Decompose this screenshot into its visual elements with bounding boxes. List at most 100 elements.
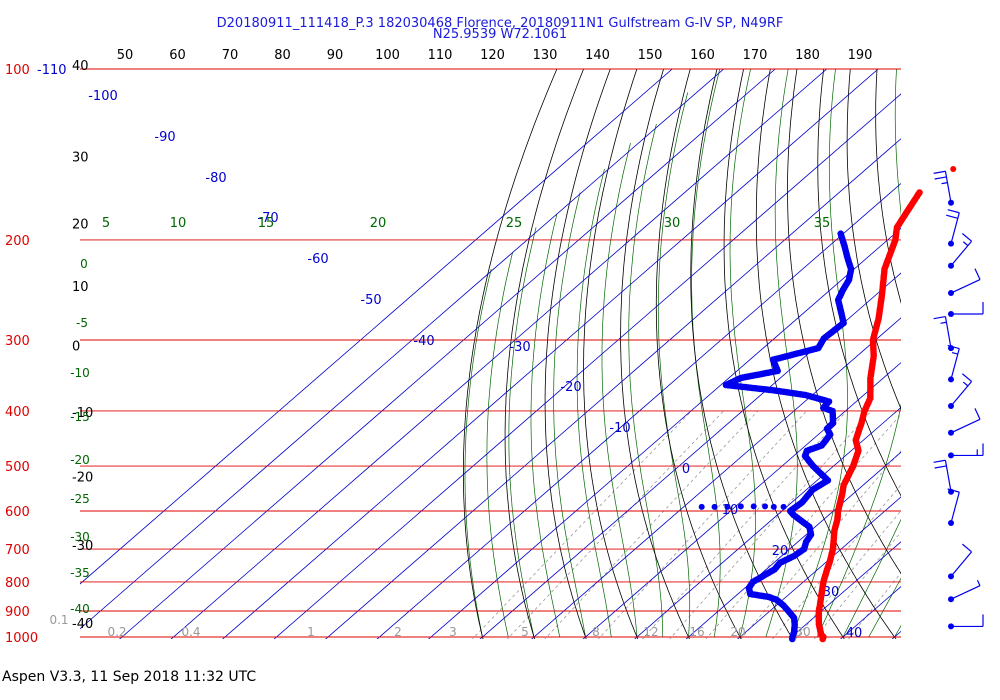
wind-barb bbox=[947, 488, 960, 527]
isotherm-line bbox=[981, 43, 1000, 651]
dry-adiabat bbox=[875, 69, 901, 305]
wind-barb bbox=[948, 373, 973, 409]
mixing-ratio-lines bbox=[471, 410, 901, 639]
dewpoint-point bbox=[711, 503, 718, 510]
moist-adiabat bbox=[816, 69, 901, 638]
mixing-ratio-label: 16 bbox=[689, 625, 704, 639]
isotherm-label: -80 bbox=[205, 171, 226, 186]
isotherm-line bbox=[685, 451, 901, 639]
isotherm-line bbox=[582, 362, 901, 639]
temperature-point bbox=[950, 166, 957, 173]
mixing-ratio-label: 12 bbox=[643, 625, 658, 639]
dry-adiabat bbox=[903, 56, 1000, 651]
dewpoint-point bbox=[762, 503, 769, 510]
isotherm-label: -90 bbox=[154, 130, 175, 145]
mixing-ratio-line bbox=[471, 410, 692, 639]
moist-adiabat-label: -40 bbox=[70, 602, 90, 616]
moist-adiabat-label: -35 bbox=[70, 566, 90, 580]
pressure-label: 700 bbox=[5, 543, 30, 558]
moist-adiabat bbox=[530, 213, 561, 638]
moist-adiabat-label: 10 bbox=[170, 216, 187, 231]
theta-top-label: 100 bbox=[375, 48, 400, 63]
temperature-point bbox=[916, 189, 923, 196]
wind-barb bbox=[948, 233, 973, 269]
theta-top-label: 170 bbox=[743, 48, 768, 63]
wind-barb bbox=[948, 543, 973, 580]
temperature-profile bbox=[815, 166, 957, 643]
wind-barb bbox=[948, 580, 981, 603]
mixing-ratio-label: 0.4 bbox=[181, 625, 200, 639]
isotherm-line bbox=[634, 406, 901, 639]
moist-adiabat bbox=[691, 69, 721, 638]
mixing-ratio-line bbox=[705, 413, 901, 639]
moist-adiabat-label: 25 bbox=[506, 216, 523, 231]
dry-adiabat bbox=[787, 69, 901, 575]
wind-barb bbox=[948, 443, 984, 459]
wind-barb bbox=[948, 302, 984, 318]
dry-adiabats bbox=[463, 56, 1000, 651]
mixing-ratio-label: 30 bbox=[795, 625, 810, 639]
moist-adiabat-label: 30 bbox=[664, 216, 681, 231]
theta-left-label: 0 bbox=[72, 340, 80, 355]
dewpoint-point bbox=[698, 503, 705, 510]
theta-top-label: 80 bbox=[274, 48, 291, 63]
dewpoint-point bbox=[780, 503, 787, 510]
isotherm-line bbox=[788, 541, 901, 639]
theta-top-label: 190 bbox=[848, 48, 873, 63]
dry-adiabat bbox=[583, 69, 639, 639]
isotherms bbox=[80, 43, 1000, 651]
mixing-ratio-label: 3 bbox=[449, 625, 457, 639]
dry-adiabat bbox=[846, 69, 901, 410]
mixing-ratio-line bbox=[544, 410, 759, 639]
pressure-label: 500 bbox=[5, 460, 30, 475]
chart-title-line2: N25.9539 W72.1061 bbox=[432, 27, 568, 42]
dewpoint-point bbox=[837, 230, 844, 237]
mixing-ratio-label: 0.1 bbox=[49, 613, 68, 627]
dry-adiabat bbox=[983, 56, 1000, 651]
moist-adiabat bbox=[508, 227, 537, 638]
isotherm-label: -110 bbox=[37, 63, 67, 78]
moist-adiabats bbox=[464, 69, 901, 638]
isotherm-label: -60 bbox=[307, 252, 328, 267]
dewpoint-point bbox=[737, 503, 744, 510]
pressure-label: 100 bbox=[5, 63, 30, 78]
isotherm-line bbox=[170, 69, 828, 639]
moist-adiabat-label: -30 bbox=[70, 530, 90, 544]
isotherm-line bbox=[376, 182, 901, 639]
isotherm-line bbox=[428, 227, 901, 639]
theta-top-label: 70 bbox=[222, 48, 239, 63]
mixing-ratio-line bbox=[506, 410, 724, 639]
pressure-label: 600 bbox=[5, 505, 30, 520]
moist-adiabat-label: 15 bbox=[258, 216, 275, 231]
isotherm-line bbox=[222, 69, 879, 639]
wind-barb bbox=[948, 268, 981, 297]
isotherm-label: -70 bbox=[257, 211, 278, 226]
dewpoint-point bbox=[750, 503, 757, 510]
wind-barb bbox=[947, 344, 960, 383]
moist-adiabat bbox=[729, 69, 756, 638]
isotherm-line bbox=[479, 272, 901, 639]
theta-left-label: -10 bbox=[72, 406, 93, 421]
mixing-ratio-label: 8 bbox=[592, 625, 600, 639]
moist-adiabat bbox=[576, 168, 612, 638]
theta-top-label: 140 bbox=[585, 48, 610, 63]
theta-top-label: 120 bbox=[480, 48, 505, 63]
wind-barb bbox=[933, 170, 954, 206]
wind-barbs bbox=[933, 170, 984, 630]
theta-left-label: 30 bbox=[72, 151, 89, 166]
theta-top-label: 60 bbox=[169, 48, 186, 63]
dewpoint-point bbox=[770, 503, 777, 510]
isotherm-line bbox=[737, 496, 901, 639]
pressure-label: 1000 bbox=[5, 631, 38, 646]
isotherm-label: -30 bbox=[509, 340, 530, 355]
isotherm-label: 0 bbox=[682, 462, 690, 477]
wind-barb bbox=[948, 614, 984, 630]
theta-left-label: 20 bbox=[72, 217, 89, 232]
mixing-ratio-line bbox=[669, 410, 872, 639]
theta-left-label: 10 bbox=[72, 280, 89, 295]
moist-adiabat bbox=[868, 577, 901, 638]
isobars bbox=[80, 68, 901, 638]
wind-barb bbox=[933, 315, 954, 352]
isotherm-label: 30 bbox=[823, 585, 840, 600]
